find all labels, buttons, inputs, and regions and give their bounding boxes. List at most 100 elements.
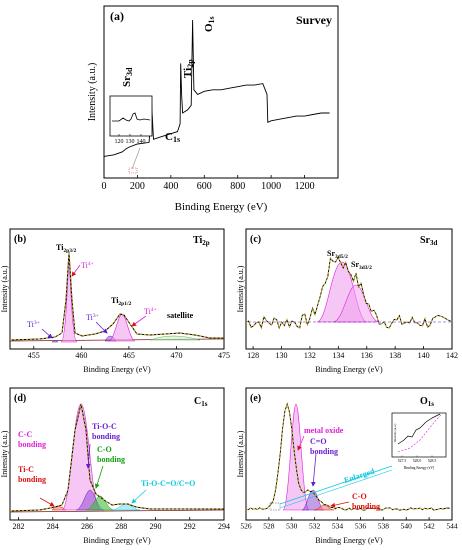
- panel-c-tick-label-3: 134: [332, 351, 344, 360]
- enlarged-line-2: [279, 469, 393, 509]
- panel-d-title: C1s: [194, 396, 208, 408]
- inset-a-tick-label-0: 120: [115, 139, 124, 145]
- c1s-label-0-0: C-C: [18, 430, 32, 439]
- c1s-label-2-1: bonding: [92, 432, 120, 441]
- inset-a-tick-label-1: 130: [126, 139, 135, 145]
- panel-a-inset: 120 130 140: [109, 95, 153, 174]
- c1s-label-3-0: C-O: [97, 445, 112, 454]
- panel-d-tick-label-4: 290: [150, 522, 162, 531]
- panel-b-title: Ti2p: [193, 235, 210, 247]
- ti2p-label-0: Ti2p3/2: [56, 243, 77, 254]
- enlarged-source-box: [269, 502, 281, 511]
- panel-a-tick-label-0: 0: [102, 181, 107, 192]
- c-o-double-arrow: [310, 453, 317, 487]
- ti2p-label-2: Ti2p1/2: [111, 296, 132, 307]
- panel-c-ylabel: Intensity (a.u.): [236, 265, 245, 312]
- panel-d-xlabel: Binding Energy (eV): [83, 536, 151, 545]
- inset-a-source-box: [128, 167, 138, 174]
- o1s-label-2-1: bonding: [352, 502, 380, 511]
- panel-c-tick-label-6: 140: [418, 351, 430, 360]
- inset-a-curve: [112, 112, 151, 122]
- panel-e-tag: (e): [250, 393, 261, 404]
- panel-b-tick-label-2: 465: [123, 351, 135, 360]
- ti2p-label-3: Ti3+: [27, 320, 40, 329]
- o1s-label-2-0: C-O: [352, 492, 367, 501]
- ti4-2p1-fit: [108, 313, 136, 342]
- panel-d-tick-label-6: 294: [218, 522, 230, 531]
- panel-e-tick-label-4: 534: [332, 522, 344, 531]
- panel-a-tick-label-4: 800: [230, 181, 245, 192]
- panel-e-title: O1s: [420, 396, 434, 408]
- ti4-arrow-2: [131, 315, 147, 327]
- inset-a-tick-label-2: 140: [137, 139, 146, 145]
- panel-b-tick-label-0: 455: [28, 351, 40, 360]
- c-o-fit: [85, 495, 115, 511]
- panel-b-tick-label-1: 460: [75, 351, 87, 360]
- panel-a-xlabel: Binding Energy (eV): [175, 201, 268, 213]
- inset-e-measured: [397, 413, 441, 445]
- panel-d-tick-label-5: 292: [184, 522, 196, 531]
- panel-e-tick-label-2: 530: [286, 522, 298, 531]
- c-o-single-arrow: [330, 501, 350, 508]
- peak-label-0: Sr3d: [121, 67, 134, 87]
- o1s-envelope-line: [245, 402, 450, 511]
- panel-e-xlabel: Binding Energy (eV): [315, 536, 383, 545]
- c-o-arrow: [94, 465, 104, 489]
- panel-e-tick-label-8: 542: [423, 522, 435, 531]
- peak-label-3: O1s: [203, 16, 216, 32]
- panel-c-tick-label-4: 136: [361, 351, 373, 360]
- panel-e-tick-label-9: 544: [446, 522, 458, 531]
- ti2p-label-1: Ti4+: [81, 261, 94, 270]
- panel-e-ylabel: Intensity (a.u.): [236, 430, 245, 477]
- panel-a-title: Survey: [296, 13, 332, 27]
- panel-d-frame: [9, 387, 225, 521]
- panel-e-inset: Intensity (a.u.) Binding Energy (eV) 527…: [391, 412, 447, 470]
- sr3d-label-1: Sr3d3/2: [351, 260, 372, 271]
- ti2p-envelope-line: [9, 251, 224, 341]
- ti-o-c-o-arrow: [131, 489, 147, 504]
- o1s-label-0-0: metal oxide: [304, 426, 344, 435]
- c-o-single-fit: [313, 504, 335, 511]
- c1s-label-0-1: bonding: [18, 440, 46, 449]
- panel-b-tag: (b): [14, 234, 26, 245]
- panel-a-tag: (a): [110, 9, 124, 23]
- panel-a-tick-label-5: 1000: [261, 181, 281, 192]
- peak-label-2: Ti2p: [182, 59, 195, 78]
- ti2p-label-6: satellite: [167, 311, 194, 320]
- panel-a-frame: [103, 5, 339, 179]
- panel-c-xlabel: Binding Energy (eV): [315, 365, 383, 374]
- o1s-label-3-0: Enlarged: [343, 466, 376, 484]
- panel-e-frame: [245, 387, 453, 521]
- panel-e-tick-label-5: 536: [355, 522, 367, 531]
- ti2p-label-4: Ti3+: [86, 313, 99, 322]
- c-c-fit: [61, 403, 101, 511]
- panel-c-tag: (c): [250, 234, 261, 245]
- inset-e-frame: [391, 412, 447, 458]
- panel-c-tick-label-0: 128: [247, 351, 259, 360]
- panel-a-tick-label-6: 1200: [295, 181, 315, 192]
- panel-a-tick-label-1: 200: [130, 181, 145, 192]
- inset-e-tick-label-0: 527.5: [398, 459, 407, 463]
- panel-a-tick-label-2: 400: [163, 181, 178, 192]
- c1s-label-2-0: Ti-O-C: [92, 422, 117, 431]
- o1s-label-1-0: C=O: [310, 437, 327, 446]
- panel-e-o1s: (e) O1s Intensity (a.u.) Binding Energy …: [236, 387, 458, 545]
- panel-c-tick-label-1: 130: [276, 351, 288, 360]
- panel-c-title: Sr3d: [420, 235, 438, 247]
- o1s-label-1-1: bonding: [310, 447, 338, 456]
- ti3-2p3-fit: [51, 340, 59, 343]
- c1s-envelope-line: [9, 403, 224, 512]
- panel-c-frame: [245, 228, 453, 350]
- panel-a-ylabel: Intensity (a.u.): [87, 63, 98, 122]
- panel-d-tick-label-2: 286: [81, 522, 93, 531]
- ti2p-background-line: [9, 338, 224, 342]
- panel-a-survey: (a) Survey Intensity (a.u.) Binding Ener…: [87, 5, 339, 213]
- panel-d-tick-label-1: 284: [47, 522, 59, 531]
- inset-e-fit: [397, 413, 443, 453]
- panel-d-tag: (d): [14, 393, 26, 404]
- panel-d-tick-label-3: 288: [115, 522, 127, 531]
- panel-e-tick-label-3: 532: [309, 522, 321, 531]
- panel-c-tick-label-5: 138: [389, 351, 401, 360]
- panel-b-tick-label-3: 470: [170, 351, 182, 360]
